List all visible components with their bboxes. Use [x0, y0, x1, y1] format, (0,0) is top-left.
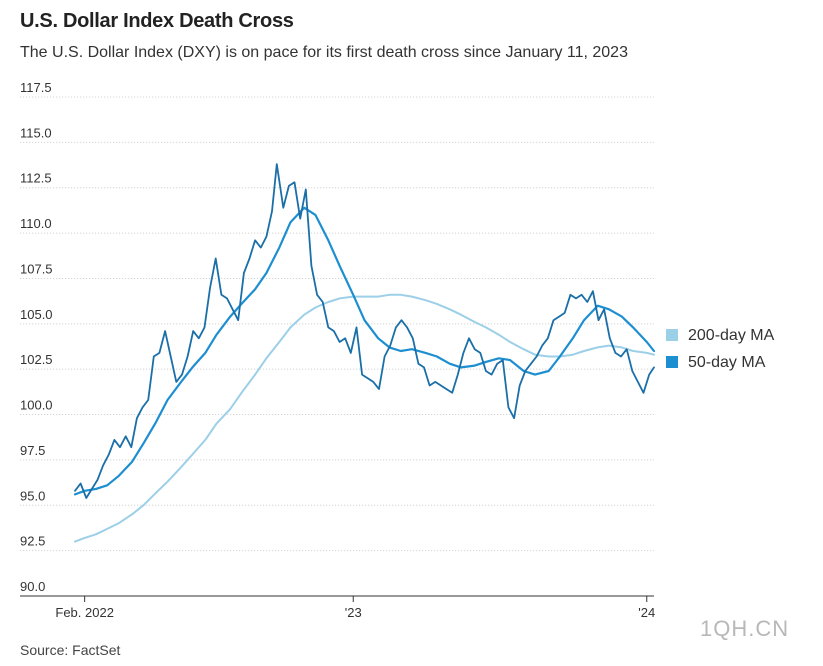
- legend-swatch: [666, 329, 678, 341]
- y-tick-label: 100.0: [20, 398, 53, 413]
- series-line-ma200: [74, 293, 655, 543]
- y-tick-label: 95.0: [20, 488, 45, 503]
- y-tick-label: 110.0: [20, 216, 52, 231]
- y-tick-label: 107.5: [20, 261, 53, 276]
- line-chart: 90.0 92.5 95.0 97.5 100.0 102.5 105.0 107.5 110.…: [20, 80, 775, 620]
- x-tick-label: Feb. 2022: [55, 605, 114, 620]
- legend: 200-day MA 50-day MA: [666, 327, 775, 371]
- y-tick-label: 102.5: [20, 352, 53, 367]
- x-tick-label: '24: [638, 605, 655, 620]
- source-note: Source: FactSet: [20, 642, 121, 658]
- y-axis-ticks: 90.0 92.5 95.0 97.5 100.0 102.5 105.0 107.5 110.…: [20, 80, 53, 594]
- series-line-dxy: [74, 163, 655, 499]
- watermark: 1QH.CN: [700, 616, 790, 641]
- y-tick-label: 115.0: [20, 125, 52, 140]
- series-lines: [73, 163, 656, 543]
- y-tick-label: 105.0: [20, 307, 53, 322]
- x-axis-ticks: Feb. 2022 '23 '24: [55, 596, 655, 620]
- x-tick-label: '23: [345, 605, 362, 620]
- grid-lines: [20, 96, 654, 597]
- legend-swatch: [666, 356, 678, 368]
- y-tick-label: 117.5: [20, 80, 52, 95]
- y-tick-label: 97.5: [20, 443, 45, 458]
- chart-subtitle: The U.S. Dollar Index (DXY) is on pace f…: [20, 44, 628, 61]
- legend-label: 200-day MA: [688, 327, 775, 344]
- series-line-ma50: [73, 206, 656, 496]
- y-tick-label: 90.0: [20, 579, 45, 594]
- legend-label: 50-day MA: [688, 354, 766, 371]
- y-tick-label: 112.5: [20, 171, 52, 186]
- y-tick-label: 92.5: [20, 534, 45, 549]
- chart-title: U.S. Dollar Index Death Cross: [20, 10, 294, 32]
